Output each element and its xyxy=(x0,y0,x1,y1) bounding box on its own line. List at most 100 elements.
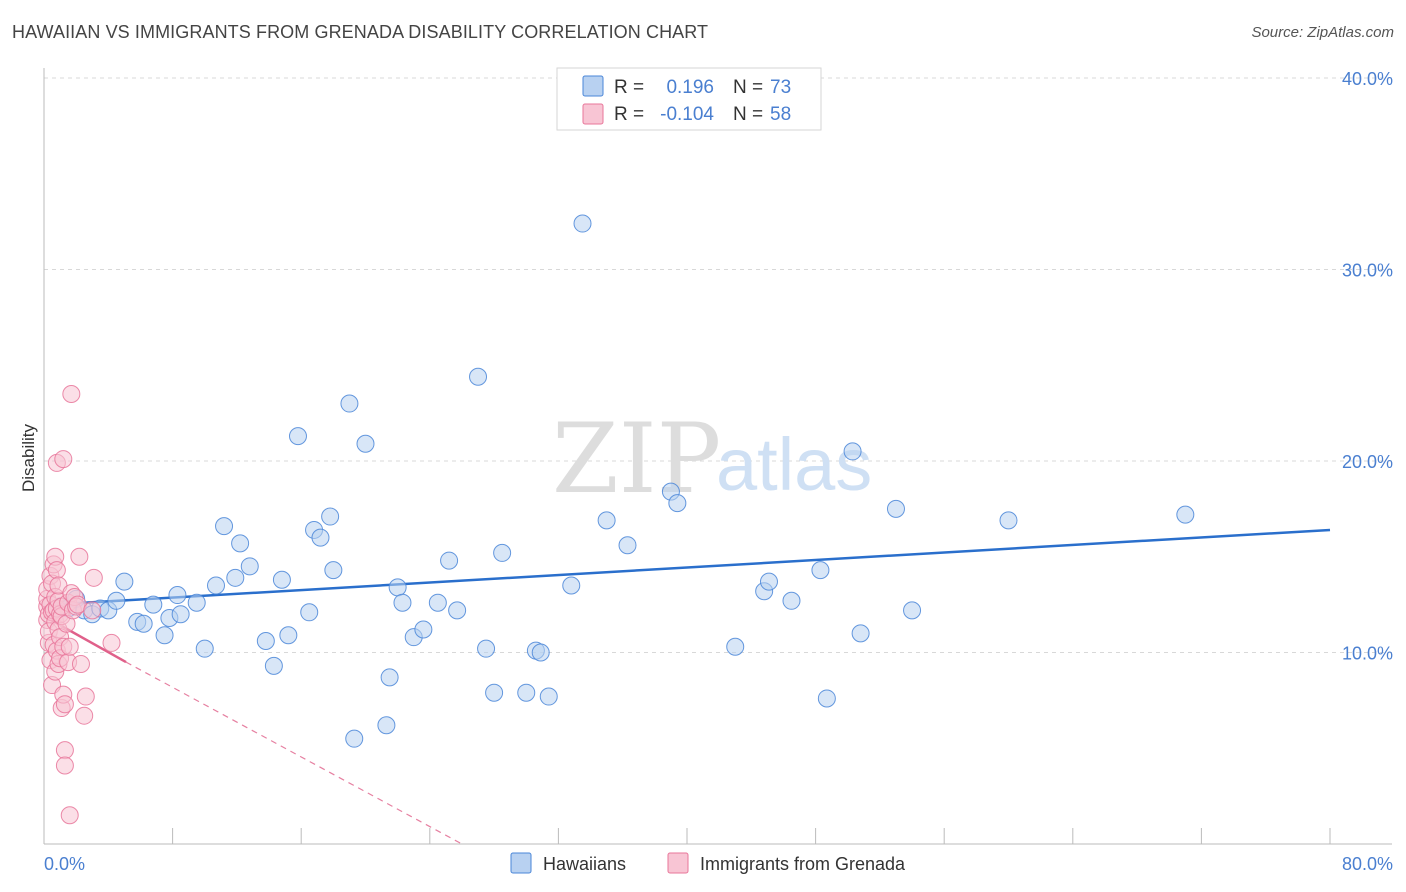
grenada-point xyxy=(60,806,79,825)
grenada-point xyxy=(75,706,94,725)
grenada-point xyxy=(60,637,79,656)
hawaiians-point xyxy=(380,668,399,687)
hawaiians-point xyxy=(377,716,396,735)
legend-n-value-0: 73 xyxy=(770,77,791,98)
grenada-trend-extension xyxy=(125,661,463,845)
hawaiians-point xyxy=(324,561,343,580)
chart-title: HAWAIIAN VS IMMIGRANTS FROM GRENADA DISA… xyxy=(12,22,709,42)
hawaiians-point xyxy=(811,561,830,580)
bottom-legend-swatch-grenada xyxy=(667,852,689,874)
hawaiians-point xyxy=(207,576,226,595)
hawaiians-point xyxy=(448,601,467,620)
hawaiians-point xyxy=(485,683,504,702)
hawaiians-point xyxy=(573,214,592,233)
hawaiians-point xyxy=(903,601,922,620)
hawaiians-point xyxy=(562,576,581,595)
grenada-points xyxy=(38,384,121,825)
hawaiians-point xyxy=(311,528,330,547)
hawaiians-point xyxy=(469,367,488,386)
bottom-legend-label-grenada: Immigrants from Grenada xyxy=(700,854,906,874)
grenada-point xyxy=(102,633,121,652)
grenada-point xyxy=(55,695,74,714)
hawaiians-point xyxy=(1176,505,1195,524)
legend-n-label-1: N = xyxy=(733,104,763,125)
hawaiians-point xyxy=(388,578,407,597)
hawaiians-point xyxy=(115,572,134,591)
hawaiians-point xyxy=(272,570,291,589)
watermark-zip: ZIP xyxy=(552,403,721,515)
hawaiians-trend-line xyxy=(51,528,1331,606)
x-tick-label-min: 0.0% xyxy=(44,854,85,874)
y-tick-label: 40.0% xyxy=(1342,69,1393,89)
legend-r-value-0: 0.196 xyxy=(666,77,714,98)
hawaiians-point xyxy=(215,517,234,536)
hawaiians-point xyxy=(393,593,412,612)
hawaiians-point xyxy=(279,626,298,645)
grenada-point xyxy=(83,601,102,620)
hawaiians-point xyxy=(240,557,259,576)
y-tick-label: 20.0% xyxy=(1342,452,1393,472)
hawaiians-point xyxy=(477,639,496,658)
watermark: ZIP atlas xyxy=(552,403,872,515)
hawaiians-point xyxy=(155,626,174,645)
y-tick-label: 30.0% xyxy=(1342,261,1393,281)
hawaiians-point xyxy=(187,593,206,612)
bottom-legend-swatch-hawaiians xyxy=(510,852,532,874)
hawaiians-point xyxy=(144,595,163,614)
grenada-point xyxy=(70,547,89,566)
hawaiians-point xyxy=(493,543,512,562)
legend-n-label-0: N = xyxy=(733,77,763,98)
source-label: Source: ZipAtlas.com xyxy=(1251,24,1394,41)
legend-r-label-0: R = xyxy=(614,77,644,98)
y-tick-label: 10.0% xyxy=(1342,644,1393,664)
hawaiians-point xyxy=(226,568,245,587)
hawaiians-point xyxy=(517,683,536,702)
y-axis-title: Disability xyxy=(19,423,38,492)
legend-swatch-grenada xyxy=(582,103,604,125)
hawaiians-point xyxy=(597,511,616,530)
hawaiians-point xyxy=(107,591,126,610)
hawaiians-point xyxy=(288,427,307,446)
hawaiians-point xyxy=(851,624,870,643)
hawaiians-point xyxy=(195,639,214,658)
grenada-point xyxy=(84,568,103,587)
hawaiians-point xyxy=(759,572,778,591)
hawaiians-point xyxy=(356,434,375,453)
hawaiians-point xyxy=(340,394,359,413)
grenada-point xyxy=(62,384,81,403)
hawaiians-point xyxy=(531,643,550,662)
legend-swatch-hawaiians xyxy=(582,75,604,97)
legend-r-value-1: -0.104 xyxy=(660,104,714,125)
hawaiians-point xyxy=(843,442,862,461)
hawaiians-point xyxy=(345,729,364,748)
hawaiians-point xyxy=(440,551,459,570)
grenada-point xyxy=(55,741,74,760)
hawaiians-point xyxy=(539,687,558,706)
hawaiians-point xyxy=(264,656,283,675)
hawaiians-point xyxy=(618,536,637,555)
hawaiians-point xyxy=(668,494,687,513)
hawaiians-point xyxy=(726,637,745,656)
hawaiians-point xyxy=(428,593,447,612)
x-tick-label-max: 80.0% xyxy=(1342,854,1393,874)
hawaiians-point xyxy=(414,620,433,639)
grenada-point xyxy=(54,450,73,469)
bottom-legend-label-hawaiians: Hawaiians xyxy=(543,854,626,874)
stats-legend: R = 0.196 N = 73 R = -0.104 N = 58 xyxy=(556,67,822,131)
series-legend: Hawaiians Immigrants from Grenada xyxy=(510,852,906,874)
grenada-point xyxy=(71,654,90,673)
hawaiians-point xyxy=(782,591,801,610)
legend-r-label-1: R = xyxy=(614,104,644,125)
hawaiians-point xyxy=(256,632,275,651)
legend-n-value-1: 58 xyxy=(770,104,791,125)
grenada-point xyxy=(55,756,74,775)
grenada-point xyxy=(47,561,66,580)
hawaiians-point xyxy=(321,507,340,526)
hawaiians-point xyxy=(817,689,836,708)
hawaiians-point xyxy=(171,605,190,624)
hawaiians-point xyxy=(886,499,905,518)
hawaiians-point xyxy=(231,534,250,553)
grenada-point xyxy=(76,687,95,706)
hawaiians-point xyxy=(999,511,1018,530)
